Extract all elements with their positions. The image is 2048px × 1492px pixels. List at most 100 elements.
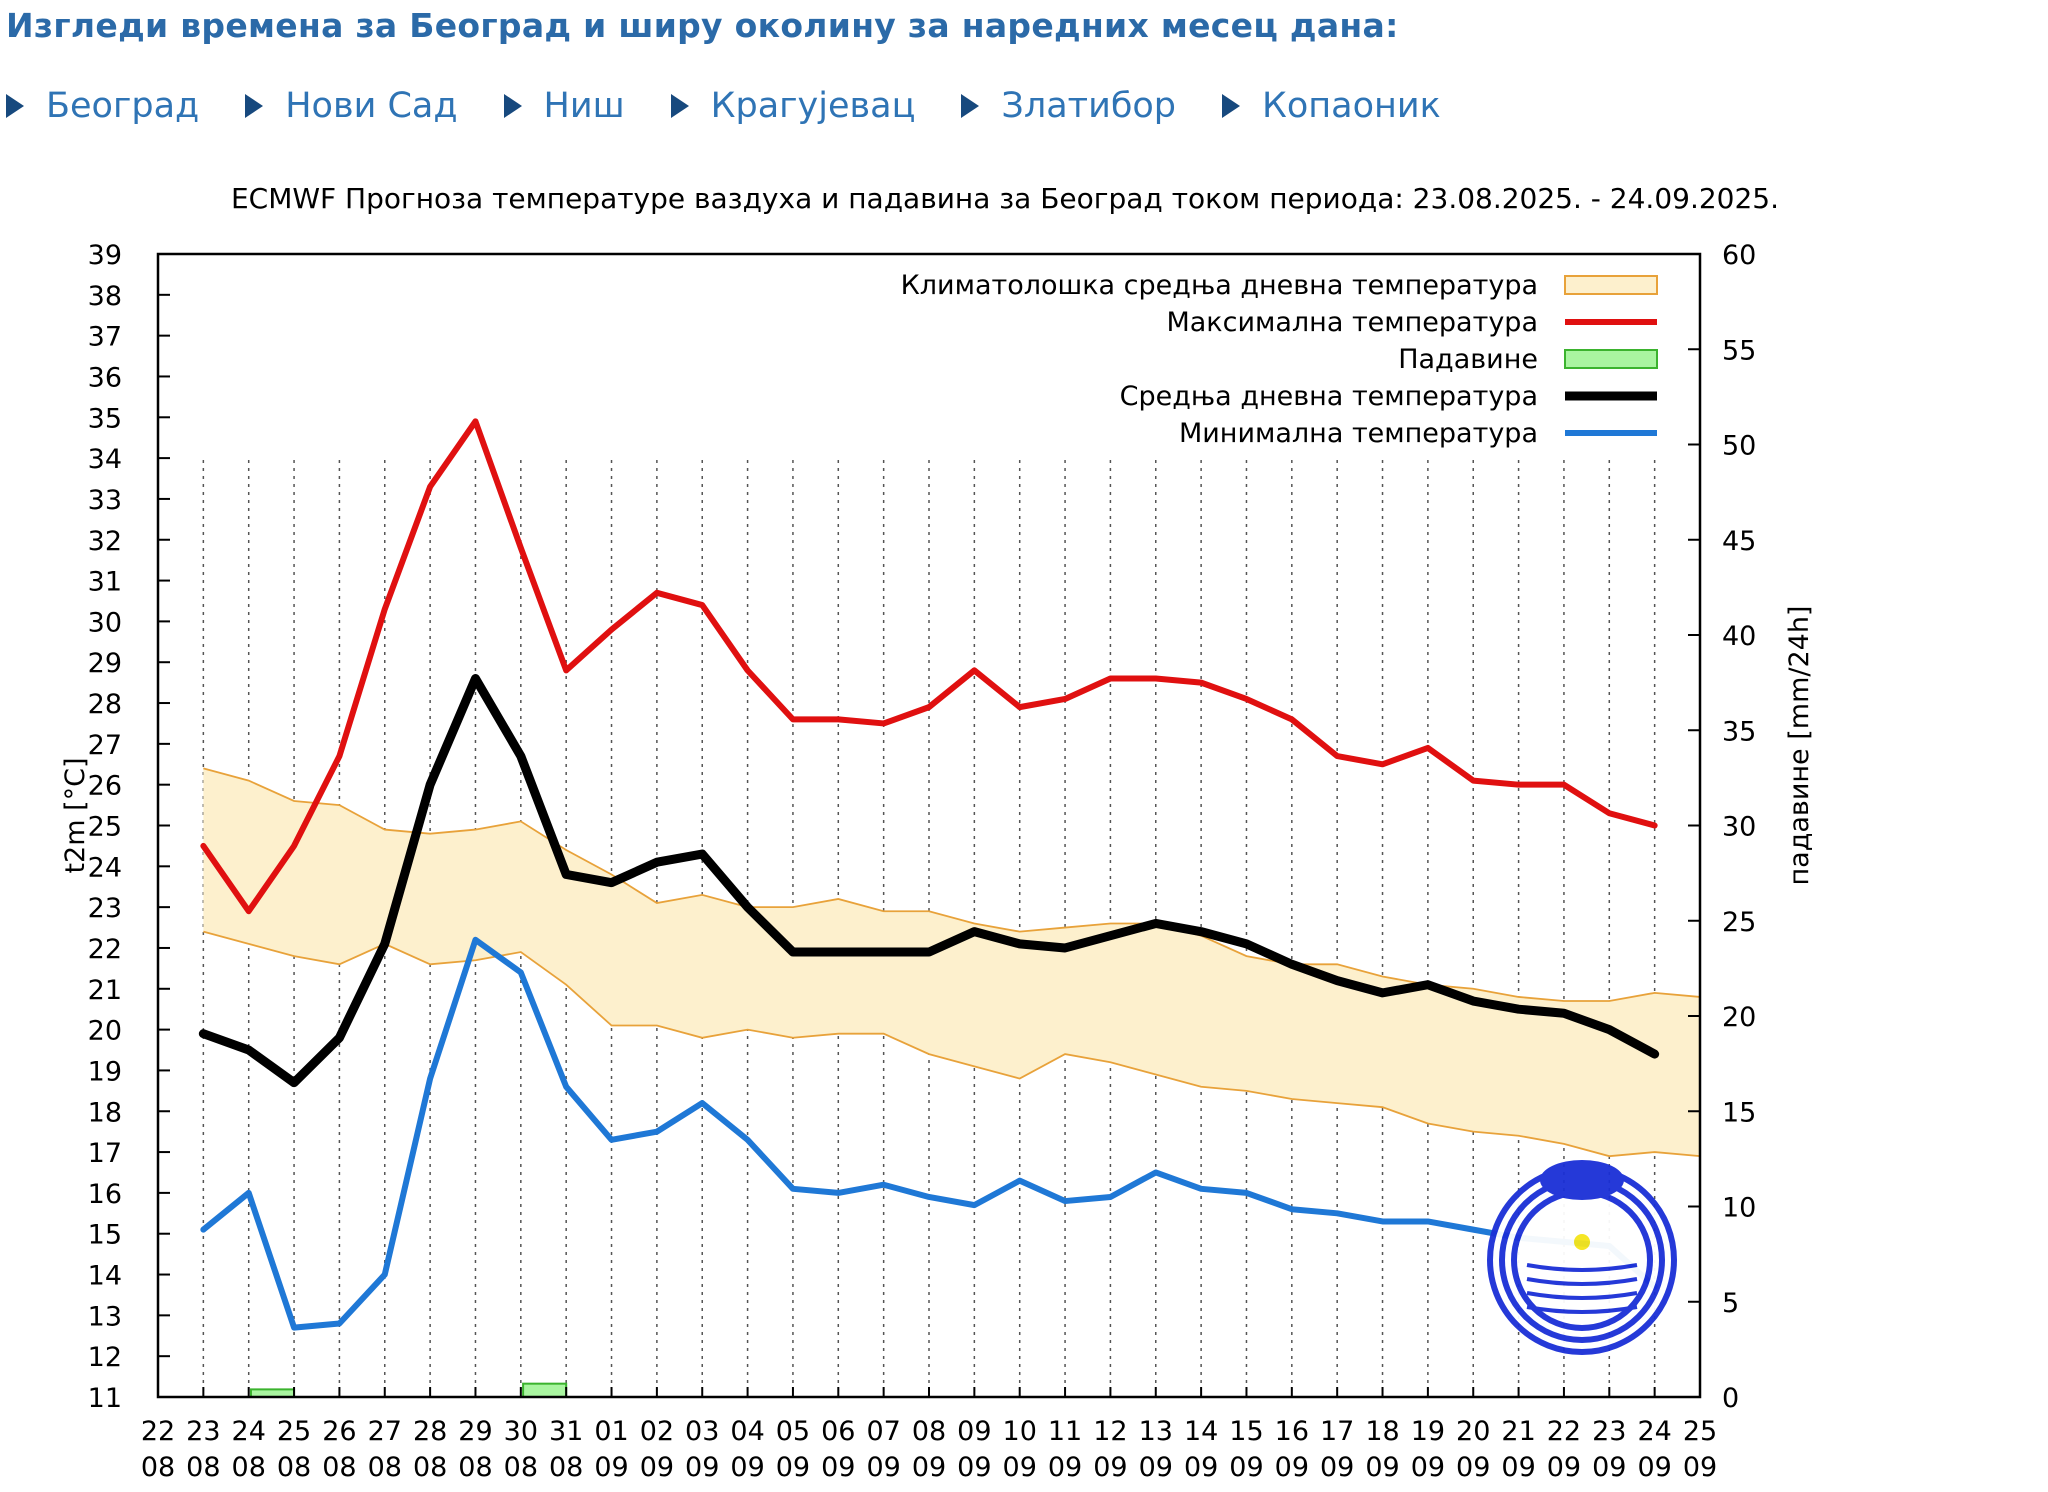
y-tick-label: 27 — [88, 730, 122, 761]
y-tick-label: 16 — [88, 1179, 122, 1210]
x-tick-label-month: 08 — [549, 1452, 583, 1483]
arrow-right-icon — [245, 94, 264, 118]
x-tick-label-month: 08 — [504, 1452, 538, 1483]
y-tick-label: 35 — [88, 403, 122, 434]
arrow-right-icon — [503, 94, 522, 118]
x-tick-label-month: 09 — [821, 1452, 855, 1483]
x-tick-label-day: 31 — [549, 1416, 583, 1447]
x-tick-label-month: 08 — [141, 1452, 175, 1483]
x-tick-label-day: 17 — [1320, 1416, 1354, 1447]
x-tick-label-day: 30 — [504, 1416, 538, 1447]
x-tick-label-month: 09 — [640, 1452, 674, 1483]
x-tick-label-day: 08 — [912, 1416, 946, 1447]
y-tick-label: 15 — [88, 1220, 122, 1251]
city-nav: Београд Нови Сад Ниш Крагујевац Златибор… — [6, 86, 1441, 126]
y-tick-label: 26 — [88, 771, 122, 802]
nav-link-kragujevac[interactable]: Крагујевац — [670, 86, 915, 126]
y-tick-label: 39 — [88, 240, 122, 271]
x-tick-label-day: 28 — [413, 1416, 447, 1447]
y-tick-label: 32 — [88, 526, 122, 557]
x-tick-label-day: 05 — [776, 1416, 810, 1447]
x-tick-label-day: 11 — [1048, 1416, 1082, 1447]
x-tick-label-month: 09 — [866, 1452, 900, 1483]
y2-tick-label: 15 — [1722, 1097, 1756, 1128]
x-tick-label-day: 18 — [1365, 1416, 1399, 1447]
legend-swatch-climatology — [1564, 275, 1658, 295]
x-tick-label-day: 22 — [1547, 1416, 1581, 1447]
x-tick-label-month: 09 — [1683, 1452, 1717, 1483]
page-heading: Изгледи времена за Београд и ширу околин… — [6, 6, 1399, 45]
y2-tick-label: 50 — [1722, 431, 1756, 462]
x-tick-label-month: 09 — [1093, 1452, 1127, 1483]
max-temp-line — [200, 418, 1658, 915]
chart-title: ECMWF Прогноза температуре ваздуха и пад… — [231, 182, 1779, 215]
x-tick-label-month: 09 — [1411, 1452, 1445, 1483]
x-tick-label-month: 09 — [1275, 1452, 1309, 1483]
nav-link-kopaonik[interactable]: Копаоник — [1222, 86, 1441, 126]
x-tick-label-day: 20 — [1456, 1416, 1490, 1447]
x-tick-label-month: 08 — [413, 1452, 447, 1483]
y-tick-label: 36 — [88, 362, 122, 393]
x-tick-label-month: 09 — [1003, 1452, 1037, 1483]
x-tick-label-month: 09 — [594, 1452, 628, 1483]
y2-tick-label: 10 — [1722, 1193, 1756, 1224]
nav-link-nis[interactable]: Ниш — [503, 86, 625, 126]
x-tick-label-day: 24 — [1637, 1416, 1671, 1447]
y2-tick-label: 20 — [1722, 1002, 1756, 1033]
y-tick-label: 29 — [88, 648, 122, 679]
y2-tick-label: 60 — [1722, 240, 1756, 271]
y-tick-label: 12 — [88, 1342, 122, 1373]
x-tick-label-month: 09 — [1048, 1452, 1082, 1483]
y2-tick-label: 55 — [1722, 335, 1756, 366]
x-tick-label-day: 14 — [1184, 1416, 1218, 1447]
y-tick-label: 34 — [88, 444, 122, 475]
nav-link-zlatibor[interactable]: Златибор — [961, 86, 1176, 126]
x-tick-label-month: 09 — [1139, 1452, 1173, 1483]
legend-swatch-precipitation — [1564, 349, 1658, 369]
climatology-band — [203, 768, 1701, 1157]
nav-link-beograd[interactable]: Београд — [6, 86, 199, 126]
x-tick-label-month: 08 — [186, 1452, 220, 1483]
x-tick-label-month: 09 — [1456, 1452, 1490, 1483]
x-tick-label-month: 09 — [685, 1452, 719, 1483]
mean-temp-line — [198, 674, 1660, 1088]
climatology-upper-edge — [203, 767, 1701, 1002]
y-tick-label: 19 — [88, 1056, 122, 1087]
y2-tick-label: 25 — [1722, 907, 1756, 938]
y-tick-label: 33 — [88, 485, 122, 516]
nav-link-label: Нови Сад — [285, 86, 458, 126]
x-tick-label-day: 27 — [368, 1416, 402, 1447]
x-tick-label-month: 09 — [1184, 1452, 1218, 1483]
arrow-right-icon — [961, 94, 980, 118]
arrow-right-icon — [670, 94, 689, 118]
x-tick-label-month: 08 — [368, 1452, 402, 1483]
y2-tick-label: 45 — [1722, 526, 1756, 557]
y-axis-label: t2m [°C] — [60, 757, 91, 873]
y2-tick-label: 30 — [1722, 812, 1756, 843]
nav-link-label: Златибор — [1001, 86, 1177, 126]
y-tick-label: 18 — [88, 1097, 122, 1128]
legend-label: Минимална температура — [1179, 418, 1538, 449]
x-tick-label-day: 22 — [141, 1416, 175, 1447]
y2-tick-label: 40 — [1722, 621, 1756, 652]
y-tick-label: 14 — [88, 1261, 122, 1292]
x-tick-label-month: 08 — [322, 1452, 356, 1483]
legend-label: Падавине — [1398, 344, 1538, 375]
x-tick-label-month: 09 — [1637, 1452, 1671, 1483]
x-tick-label-day: 21 — [1501, 1416, 1535, 1447]
x-tick-label-month: 09 — [1320, 1452, 1354, 1483]
y2-tick-label: 35 — [1722, 716, 1756, 747]
y-tick-label: 31 — [88, 567, 122, 598]
x-tick-label-day: 10 — [1003, 1416, 1037, 1447]
x-tick-label-day: 29 — [458, 1416, 492, 1447]
x-tick-label-day: 26 — [322, 1416, 356, 1447]
y-tick-label: 24 — [88, 852, 122, 883]
nav-link-label: Београд — [46, 86, 200, 126]
legend-label: Максимална температура — [1166, 307, 1538, 338]
y-tick-label: 23 — [88, 893, 122, 924]
nav-link-label: Ниш — [543, 86, 625, 126]
x-tick-label-month: 09 — [1547, 1452, 1581, 1483]
y-tick-label: 13 — [88, 1301, 122, 1332]
nav-link-novi-sad[interactable]: Нови Сад — [245, 86, 458, 126]
x-tick-label-month: 08 — [232, 1452, 266, 1483]
